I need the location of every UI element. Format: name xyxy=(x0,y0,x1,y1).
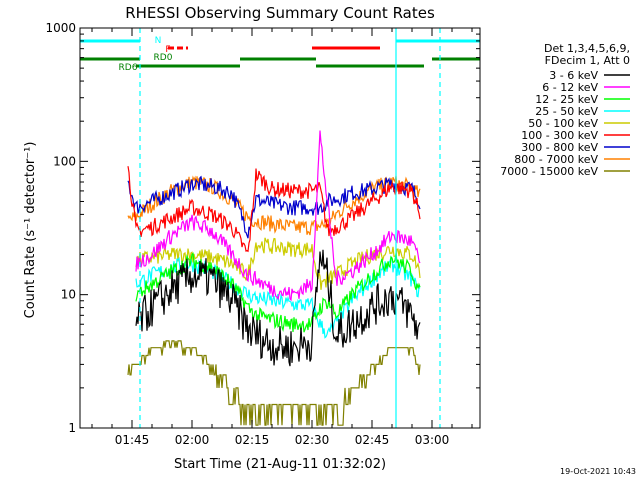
series-line xyxy=(135,130,421,302)
x-axis: 01:45 02:00 02:15 02:30 02:45 03:00 xyxy=(91,28,473,447)
legend-label: 12 - 25 keV xyxy=(535,93,598,106)
x-tick-label: 02:00 xyxy=(175,433,210,447)
x-tick-label: 02:30 xyxy=(295,433,330,447)
series-line xyxy=(127,166,421,253)
series-line xyxy=(135,237,421,290)
y-axis-label: Count Rate (s⁻¹ detector⁻¹) xyxy=(23,142,38,319)
legend-label: 50 - 100 keV xyxy=(528,117,598,130)
series-line xyxy=(127,340,421,426)
y-axis: 1 10 100 1000 xyxy=(45,21,480,435)
status-bar-label: RD6 xyxy=(119,63,138,73)
y-tick-label: 1000 xyxy=(45,21,76,35)
y-tick-label: 1 xyxy=(68,421,76,435)
series-line xyxy=(127,175,421,239)
status-bar-label: F xyxy=(165,45,170,55)
legend-label: 800 - 7000 keV xyxy=(514,153,598,166)
legend-label: 3 - 6 keV xyxy=(549,69,598,82)
series-line xyxy=(135,249,421,367)
status-bar-label: RD0 xyxy=(154,53,173,63)
legend-label: 100 - 300 keV xyxy=(521,129,598,142)
legend-label: 7000 - 15000 keV xyxy=(500,165,598,178)
vertical-markers xyxy=(139,28,441,428)
x-tick-label: 02:45 xyxy=(355,433,390,447)
x-tick-label: 03:00 xyxy=(415,433,450,447)
x-tick-label: 02:15 xyxy=(235,433,270,447)
plot-frame xyxy=(79,27,481,429)
status-bar-label: N xyxy=(155,36,162,46)
legend-header: Det 1,3,4,5,6,9, xyxy=(544,42,630,55)
x-axis-label: Start Time (21-Aug-11 01:32:02) xyxy=(174,457,386,472)
legend-label: 300 - 800 keV xyxy=(521,141,598,154)
generated-timestamp: 19-Oct-2021 10:43 xyxy=(560,467,636,476)
legend-header: FDecim 1, Att 0 xyxy=(545,54,630,67)
legend-label: 25 - 50 keV xyxy=(535,105,598,118)
y-tick-label: 10 xyxy=(61,288,76,302)
legend: Det 1,3,4,5,6,9,FDecim 1, Att 0 3 - 6 keV… xyxy=(500,42,630,178)
x-tick-label: 01:45 xyxy=(115,433,150,447)
chart-title: RHESSI Observing Summary Count Rates xyxy=(125,4,435,22)
legend-label: 6 - 12 keV xyxy=(542,81,598,94)
y-tick-label: 100 xyxy=(53,154,76,168)
plot-series xyxy=(127,130,421,426)
